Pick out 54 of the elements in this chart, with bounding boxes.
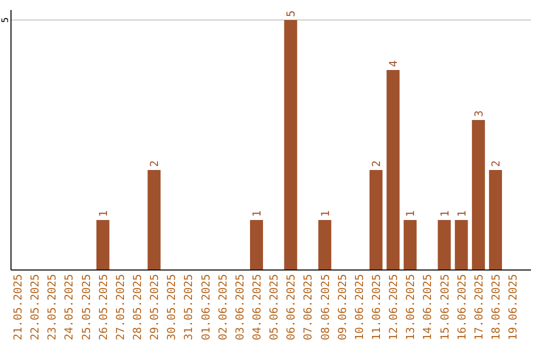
x-tick-label: 28.05.2025 bbox=[131, 274, 144, 340]
x-tick-label: 25.05.2025 bbox=[80, 274, 93, 340]
x-tick-label: 19.06.2025 bbox=[506, 274, 520, 340]
bar bbox=[250, 220, 263, 270]
bar bbox=[454, 220, 468, 270]
data-label: 1 bbox=[318, 210, 332, 217]
x-tick-label: 17.06.2025 bbox=[472, 274, 486, 340]
x-tick-label: 16.06.2025 bbox=[455, 274, 468, 340]
x-tick-label: 08.06.2025 bbox=[318, 274, 332, 340]
data-label: 1 bbox=[96, 210, 110, 217]
data-label: 3 bbox=[472, 110, 486, 117]
x-tick-label: 07.06.2025 bbox=[302, 274, 315, 340]
x-tick-label: 24.05.2025 bbox=[62, 274, 76, 340]
data-label: 1 bbox=[438, 210, 452, 217]
x-tick-label: 31.05.2025 bbox=[182, 274, 196, 340]
x-tick-label: 05.06.2025 bbox=[268, 274, 281, 340]
x-tick-label: 04.06.2025 bbox=[250, 274, 264, 340]
x-tick-label: 14.06.2025 bbox=[421, 274, 434, 340]
x-tick-label: 21.05.2025 bbox=[12, 274, 25, 340]
bar bbox=[386, 70, 400, 270]
x-tick-label: 01.06.2025 bbox=[199, 274, 212, 340]
bar bbox=[438, 220, 451, 270]
data-label: 5 bbox=[284, 10, 298, 17]
data-label: 4 bbox=[387, 60, 400, 67]
bar bbox=[284, 20, 298, 270]
data-label: 1 bbox=[250, 210, 264, 217]
data-label: 1 bbox=[455, 210, 468, 217]
bar bbox=[370, 170, 382, 270]
data-label: 2 bbox=[148, 160, 162, 167]
x-tick-label: 26.05.2025 bbox=[96, 274, 110, 340]
x-tick-label: 10.06.2025 bbox=[352, 274, 366, 340]
x-tick-label: 15.06.2025 bbox=[438, 274, 452, 340]
x-tick-label: 11.06.2025 bbox=[370, 274, 384, 340]
x-tick-label: 06.06.2025 bbox=[284, 274, 298, 340]
data-label: 2 bbox=[489, 160, 502, 167]
data-label: 2 bbox=[370, 160, 384, 167]
bar bbox=[404, 220, 417, 270]
x-tick-label: 02.06.2025 bbox=[216, 274, 230, 340]
x-tick-label: 27.05.2025 bbox=[114, 274, 127, 340]
x-tick-label: 23.05.2025 bbox=[46, 274, 59, 340]
bar bbox=[489, 170, 502, 270]
x-tick-label: 03.06.2025 bbox=[233, 274, 246, 340]
x-tick-label: 12.06.2025 bbox=[387, 274, 400, 340]
bar bbox=[318, 220, 332, 270]
data-label: 1 bbox=[404, 210, 418, 217]
x-tick-label: 29.05.2025 bbox=[148, 274, 162, 340]
bar bbox=[96, 220, 110, 270]
bar bbox=[472, 120, 485, 270]
x-tick-label: 18.06.2025 bbox=[489, 274, 502, 340]
x-tick-label: 22.05.2025 bbox=[28, 274, 42, 340]
x-tick-label: 09.06.2025 bbox=[336, 274, 349, 340]
x-tick-label: 13.06.2025 bbox=[404, 274, 418, 340]
x-tick-label: 30.05.2025 bbox=[165, 274, 178, 340]
bar bbox=[148, 170, 161, 270]
